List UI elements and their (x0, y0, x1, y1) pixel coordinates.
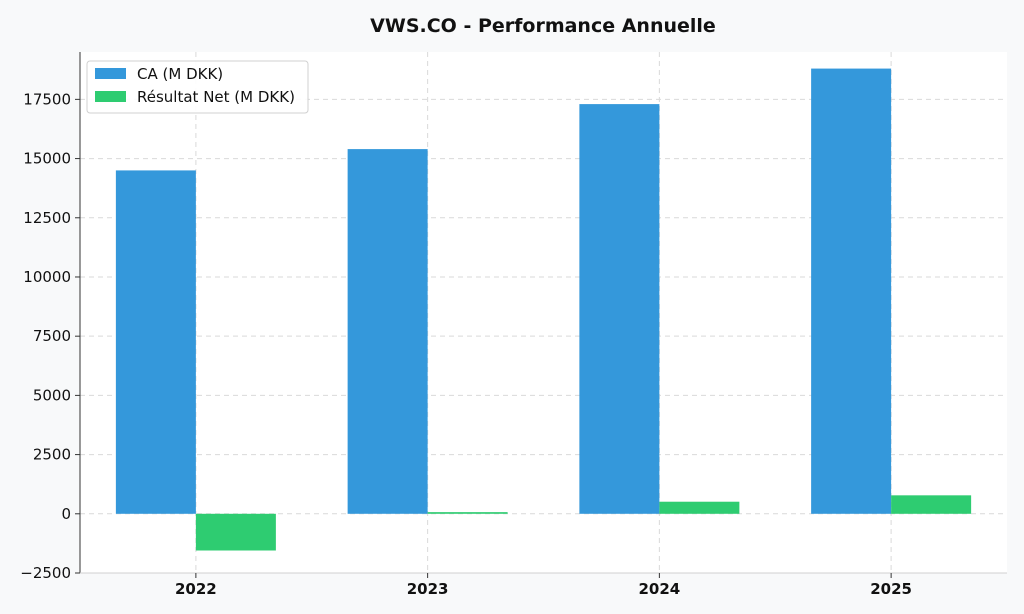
bar-resultat-net-2023 (427, 512, 508, 514)
bar-ca-2022 (115, 170, 196, 514)
bar-resultat-net-2022 (195, 513, 276, 551)
legend-swatch-resultat-net (95, 91, 126, 102)
y-tick-label: 10000 (23, 268, 71, 286)
bar-ca-2025 (811, 68, 892, 514)
bar-resultat-net-2024 (659, 501, 740, 514)
bars (115, 68, 972, 551)
bar-ca-2024 (579, 104, 660, 514)
bar-resultat-net-2025 (891, 495, 972, 514)
y-tick-label: 5000 (33, 386, 71, 404)
legend: CA (M DKK) Résultat Net (M DKK) (86, 60, 309, 114)
y-tick-label: 17500 (23, 90, 71, 108)
y-tick-label: 15000 (23, 150, 71, 168)
bar-ca-2023 (347, 149, 428, 514)
chart-title: VWS.CO - Performance Annuelle (370, 15, 716, 37)
x-tick-label: 2024 (639, 580, 681, 598)
x-tick-label: 2023 (407, 580, 449, 598)
tick-labels: −2500 0 2500 5000 7500 10000 12500 15000 17500 20… (20, 90, 912, 598)
x-tick-label: 2025 (870, 580, 912, 598)
legend-label-resultat-net: Résultat Net (M DKK) (137, 88, 295, 106)
y-tick-label: 12500 (23, 209, 71, 227)
legend-box (86, 60, 309, 114)
y-tick-label: 7500 (33, 327, 71, 345)
y-tick-label: 2500 (33, 446, 71, 464)
legend-label-ca: CA (M DKK) (137, 65, 223, 83)
axes (75, 52, 1007, 578)
x-tick-label: 2022 (175, 580, 217, 598)
legend-swatch-ca (95, 68, 126, 79)
y-tick-label: −2500 (20, 564, 71, 582)
y-tick-label: 0 (61, 505, 71, 523)
